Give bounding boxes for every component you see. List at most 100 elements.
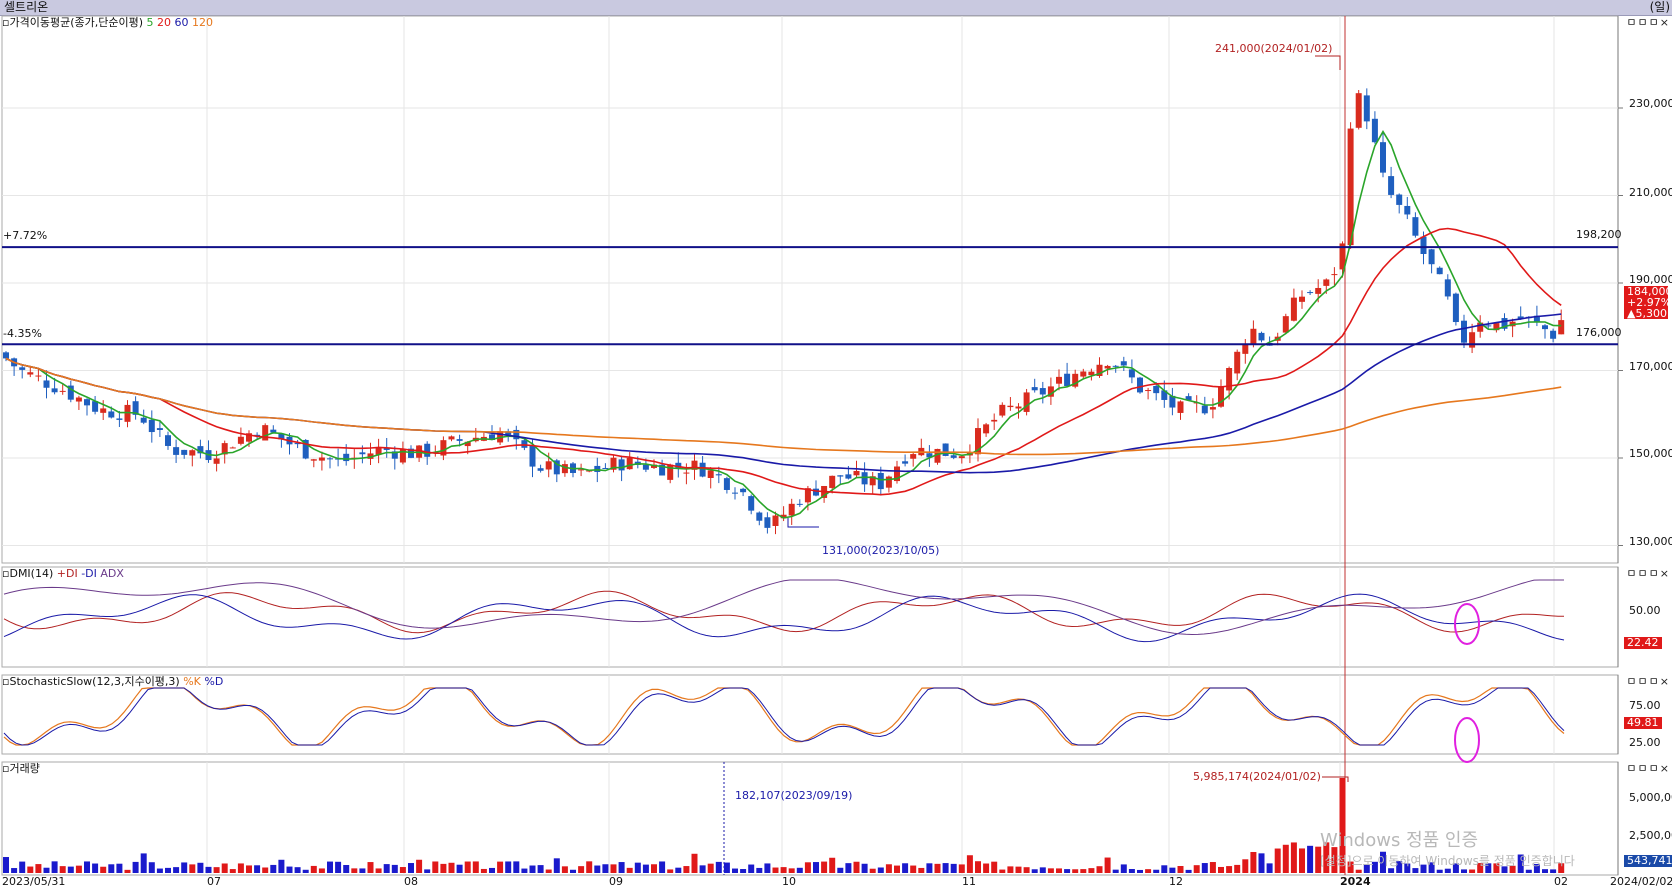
- ma-60-label: 60: [174, 16, 189, 29]
- price-y-tick: 210,000: [1629, 186, 1672, 199]
- candle-body: [1242, 343, 1249, 354]
- volume-bar: [966, 855, 973, 873]
- volume-bar: [796, 867, 803, 873]
- candle-body: [59, 390, 66, 392]
- stoch-panel-controls[interactable]: ㅁㅁㅁ×: [1626, 675, 1670, 688]
- candle-body: [1363, 95, 1370, 122]
- volume-bar: [683, 866, 690, 873]
- volume-y-tick: 5,000,000: [1629, 791, 1672, 804]
- candle-body: [1161, 390, 1168, 400]
- dmi-panel-controls[interactable]: ㅁㅁㅁ×: [1626, 567, 1670, 580]
- volume-bar: [1550, 869, 1557, 873]
- candle-body: [869, 476, 876, 486]
- volume-bar: [1218, 866, 1224, 873]
- volume-bar: [1380, 851, 1386, 873]
- volume-bar: [732, 868, 738, 873]
- price-y-tick: 130,000: [1629, 535, 1672, 548]
- volume-bar: [221, 863, 228, 873]
- volume-bar: [602, 864, 609, 873]
- candle-body: [1234, 351, 1241, 374]
- stoch-panel-title[interactable]: ▫StochasticSlow(12,3,지수이평,3) %K %D: [2, 675, 223, 689]
- candle-body: [1542, 325, 1548, 330]
- candle-body: [683, 472, 690, 474]
- candle-body: [1307, 292, 1314, 294]
- volume-bar: [1274, 848, 1281, 873]
- candle-body: [521, 440, 528, 448]
- volume-bar: [853, 861, 860, 873]
- candle-body: [756, 512, 763, 521]
- minus-di-label: -DI: [81, 567, 97, 580]
- volume-bar: [75, 865, 82, 873]
- candle-body: [675, 462, 682, 468]
- candle-body: [1169, 395, 1176, 408]
- volume-bar: [19, 861, 26, 873]
- window-title: 셀트리온: [4, 0, 49, 14]
- candle-body: [148, 419, 155, 433]
- candle-body: [278, 433, 285, 440]
- price-y-tick: 190,000: [1629, 273, 1672, 286]
- candle-body: [958, 456, 965, 459]
- volume-bar: [626, 867, 633, 873]
- candle-body: [1533, 315, 1540, 323]
- volume-bar: [383, 864, 390, 873]
- candle-body: [1096, 364, 1103, 376]
- candle-body: [35, 375, 42, 377]
- volume-bar: [1137, 869, 1143, 873]
- volume-bar: [813, 862, 819, 873]
- window-titlebar: 셀트리온 (일): [0, 0, 1672, 16]
- volume-bar: [3, 857, 9, 873]
- period-label[interactable]: (일): [1649, 0, 1670, 14]
- candle-body: [359, 452, 366, 455]
- x-axis-label: 07: [207, 875, 221, 888]
- volume-bar: [1290, 842, 1297, 873]
- candle-body: [1153, 385, 1160, 394]
- volume-bar: [837, 867, 844, 873]
- high-price-label: 241,000(2024/01/02): [1215, 42, 1333, 55]
- candle-body: [983, 424, 990, 434]
- ma-5-label: 5: [146, 16, 154, 29]
- ma-line-120: [5, 357, 1562, 456]
- volume-bar: [351, 868, 358, 873]
- volume-bar: [1258, 853, 1265, 873]
- volume-bar: [116, 863, 123, 873]
- stoch-k-label: %K: [183, 675, 201, 688]
- volume-bar: [586, 861, 593, 873]
- volume-bar: [375, 868, 382, 873]
- candle-body: [885, 476, 892, 488]
- price-panel-controls[interactable]: ㅁㅁㅁ×: [1626, 16, 1670, 29]
- volume-bar: [1047, 868, 1054, 873]
- volume-bar: [489, 867, 495, 873]
- candle-body: [310, 459, 317, 461]
- volume-bar: [707, 863, 714, 873]
- candle-body: [1558, 320, 1565, 335]
- x-axis-label: 2023/05/31: [2, 875, 66, 888]
- volume-bar: [424, 869, 431, 873]
- volume-bar: [1469, 869, 1476, 873]
- volume-bar: [699, 865, 706, 873]
- candle-body: [1218, 386, 1224, 407]
- candle-body: [1104, 365, 1111, 369]
- candle-body: [1331, 274, 1338, 276]
- price-panel-title[interactable]: ▫가격이동평균(종가,단순이평) 5 20 60 120: [2, 16, 213, 30]
- volume-bar: [1201, 863, 1208, 873]
- candle-body: [934, 448, 941, 463]
- candle-body: [84, 399, 90, 406]
- candle-body: [1428, 249, 1435, 265]
- volume-bar: [950, 863, 957, 873]
- dmi-panel-title[interactable]: ▫DMI(14) +DI -DI ADX: [2, 567, 124, 581]
- volume-panel-controls[interactable]: ㅁㅁㅁ×: [1626, 762, 1670, 775]
- volume-panel-title[interactable]: ▫거래량: [2, 762, 40, 776]
- volume-bar: [667, 869, 674, 873]
- volume-bar: [618, 862, 625, 873]
- candle-body: [975, 428, 981, 455]
- candle-body: [942, 443, 949, 456]
- chart-area[interactable]: [0, 15, 1672, 891]
- panel-icon: ▫: [2, 567, 10, 580]
- volume-bar: [1234, 864, 1241, 873]
- volume-bar: [748, 864, 755, 873]
- current-change-pct: +2.97%: [1627, 296, 1672, 309]
- volume-bar: [278, 859, 285, 873]
- lower-line-value: 176,000: [1576, 326, 1622, 339]
- volume-bar: [788, 868, 795, 873]
- volume-bar: [318, 868, 325, 873]
